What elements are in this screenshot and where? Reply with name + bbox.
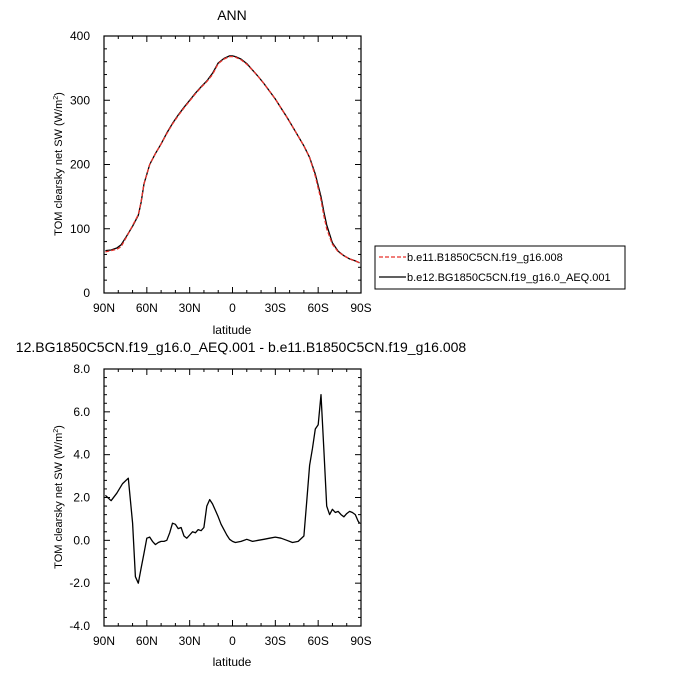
bottom-y-tick-label: 2.0 — [73, 491, 90, 505]
top-x-tick-label: 60S — [307, 301, 328, 315]
top-y-tick-label: 400 — [70, 29, 90, 43]
top-legend: b.e11.B1850C5CN.f19_g16.008 b.e12.BG1850… — [374, 245, 626, 290]
bottom-x-tick-label: 90N — [93, 634, 115, 648]
bottom-x-tick-label: 60N — [136, 634, 158, 648]
top-y-tick-label: 300 — [70, 93, 90, 107]
bottom-line-chart: 12.BG1850C5CN.f19_g16.0_AEQ.001 - b.e11.… — [16, 339, 467, 669]
top-x-tick-label: 90N — [93, 301, 115, 315]
bottom-y-tick-label: 0.0 — [73, 533, 90, 547]
top-series-line-1 — [105, 55, 360, 264]
top-y-tick-label: 200 — [70, 158, 90, 172]
bottom-y-axis-label-close: ) — [53, 425, 65, 429]
top-y-tick-label: 0 — [83, 286, 90, 300]
bottom-x-tick-label: 30N — [179, 634, 201, 648]
top-x-tick-label: 90S — [350, 301, 371, 315]
bottom-x-tick-label: 0 — [229, 634, 236, 648]
top-x-tick-label: 0 — [229, 301, 236, 315]
bottom-x-tick-label: 30S — [265, 634, 286, 648]
top-x-axis-label: latitude — [213, 323, 252, 337]
top-ticks-layer: 90N 60N 30N 0 30S 60S 90S 0 100 200 300 400 — [70, 29, 372, 315]
bottom-y-tick-label: -4.0 — [69, 619, 90, 633]
top-x-tick-label: 60N — [136, 301, 158, 315]
bottom-chart-title: 12.BG1850C5CN.f19_g16.0_AEQ.001 - b.e11.… — [16, 339, 467, 355]
bottom-x-tick-label: 90S — [350, 634, 371, 648]
bottom-y-tick-label: 8.0 — [73, 362, 90, 376]
bottom-y-tick-label: -2.0 — [69, 576, 90, 590]
bottom-ticks-layer: 90N 60N 30N 0 30S 60S 90S -4.0 -2.0 0.0 2.0 4.0 6.0 8… — [69, 362, 371, 648]
bottom-y-axis-label-sup: 2 — [53, 429, 60, 433]
bottom-y-axis-label: TOM clearsky net SW (W/m2) — [53, 425, 65, 569]
top-x-tick-label: 30S — [265, 301, 286, 315]
top-plot-frame — [103, 35, 362, 294]
top-x-tick-label: 30N — [179, 301, 201, 315]
bottom-y-tick-label: 4.0 — [73, 448, 90, 462]
bottom-series-layer — [104, 394, 361, 584]
bottom-x-axis-label: latitude — [213, 655, 252, 669]
top-chart-title: ANN — [217, 7, 247, 23]
top-line-chart: ANN 90N 60N 30N 0 30S 60S 90S 0 100 200 300 400 lat… — [53, 7, 626, 337]
bottom-x-tick-label: 60S — [307, 634, 328, 648]
top-y-axis-label-main: TOM clearsky net SW (W/m — [53, 100, 65, 236]
top-series-layer — [105, 55, 360, 264]
legend-box — [374, 245, 626, 290]
top-series-line-2 — [105, 55, 360, 264]
bottom-y-tick-label: 6.0 — [73, 405, 90, 419]
legend-label-series-1: b.e11.B1850C5CN.f19_g16.008 — [407, 252, 563, 264]
bottom-plot-frame — [103, 368, 362, 627]
top-y-axis-label-close: ) — [53, 92, 65, 96]
bottom-y-axis-label-main: TOM clearsky net SW (W/m — [53, 433, 65, 569]
top-y-axis-label-sup: 2 — [53, 96, 60, 100]
legend-label-series-2: b.e12.BG1850C5CN.f19_g16.0_AEQ.001 — [407, 272, 611, 284]
bottom-series-line-1 — [104, 394, 361, 584]
top-y-axis-label: TOM clearsky net SW (W/m2) — [53, 92, 65, 236]
top-y-tick-label: 100 — [70, 222, 90, 236]
